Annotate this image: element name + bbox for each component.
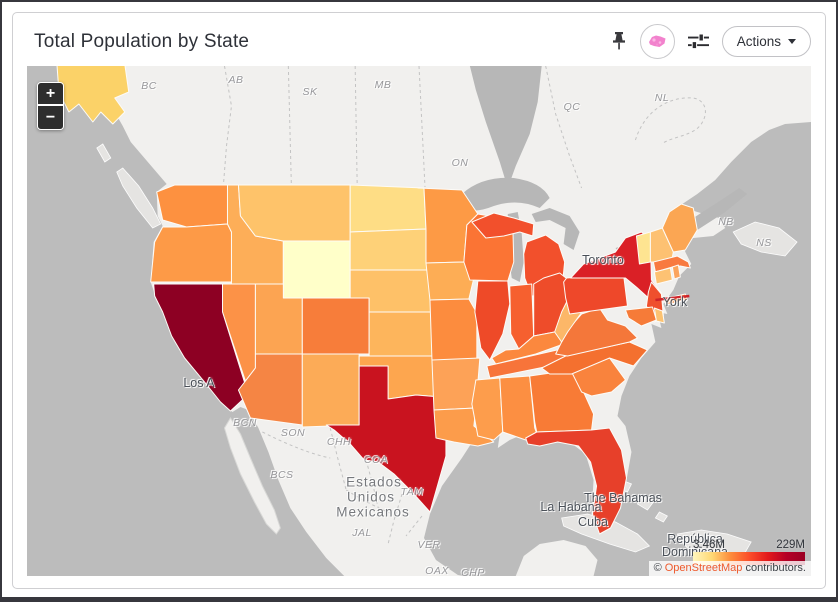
choropleth-viz-icon [648,35,666,47]
attribution-copyright: © [653,562,665,574]
nyc-road-streak [655,294,690,302]
dashboard-panel: Total Population by State [12,12,826,589]
state-nd[interactable] [349,184,427,233]
state-ms[interactable] [471,377,504,441]
legend-min-value: 3.46M [693,539,725,551]
visualization-type-button[interactable] [639,24,675,59]
nova-scotia [732,221,798,257]
lake-superior [461,177,550,211]
state-vt[interactable] [635,231,651,265]
haida-gwaii [96,143,112,163]
zoom-out-button[interactable]: − [38,106,63,129]
state-or[interactable] [150,223,232,283]
state-ca[interactable] [153,283,245,412]
state-nm[interactable] [301,353,360,428]
state-co[interactable] [301,297,370,355]
actions-label: Actions [736,34,781,49]
james-bay [469,66,542,188]
state-fl[interactable] [525,427,627,535]
yucatan-peninsula [515,540,598,576]
state-ri[interactable] [671,264,681,280]
map-zoom-control: + − [37,82,64,130]
state-sd[interactable] [349,228,431,271]
format-button[interactable] [687,33,709,50]
state-ia[interactable] [425,261,475,301]
choropleth-map[interactable]: BC AB SK MB ON QC NL NB NS BCN SON CHH COA BCS TAM JAL V… [27,66,811,576]
zoom-in-button[interactable]: + [38,83,63,106]
state-me[interactable] [661,203,698,253]
state-ak[interactable] [56,66,130,125]
attribution-suffix: contributors. [742,562,806,574]
basemap-svg [27,66,811,576]
lake-huron [531,208,580,250]
panel-title: Total Population by State [34,30,250,52]
sliders-icon [687,33,709,50]
vancouver-island [116,167,162,229]
state-ct[interactable] [653,267,673,285]
state-mt[interactable] [237,184,351,242]
province-borders [223,66,706,545]
state-de[interactable] [653,307,665,324]
state-mo[interactable] [429,298,478,361]
state-wy[interactable] [282,240,351,299]
baja-peninsula [223,417,281,535]
legend-max-value: 229M [776,539,805,551]
choropleth-states[interactable] [56,66,698,535]
openstreetmap-link[interactable]: OpenStreetMap [664,562,743,574]
pin-icon [612,32,625,50]
state-tx[interactable] [325,365,447,513]
actions-button[interactable]: Actions [721,26,811,57]
panel-header: Total Population by State [13,13,825,66]
state-il[interactable] [474,280,511,361]
state-pa[interactable] [563,273,628,315]
hispaniola-island [676,529,752,557]
state-md[interactable] [624,306,657,327]
map-attribution: © OpenStreetMap contributors. [648,561,811,576]
chevron-down-icon [788,39,796,44]
pin-button[interactable] [611,31,627,52]
panel-toolbar: Actions [611,24,811,59]
state-wa[interactable] [156,184,228,228]
